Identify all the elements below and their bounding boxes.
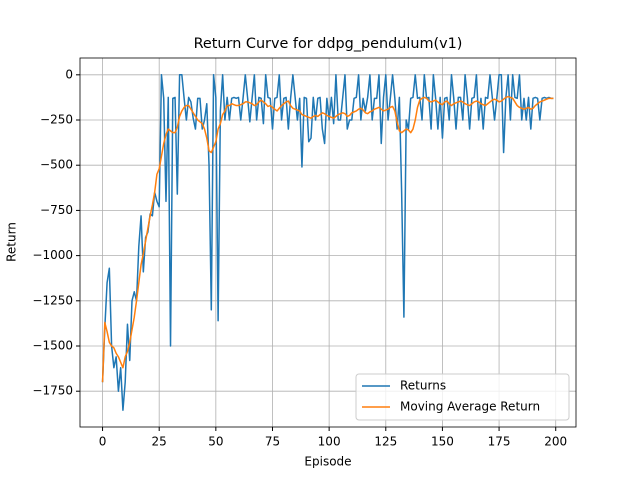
y-tick-label: −250 <box>40 113 73 127</box>
series-line <box>101 95 554 383</box>
x-tick-label: 125 <box>374 435 397 449</box>
x-tick-label: 50 <box>208 435 223 449</box>
x-tick-label: 150 <box>431 435 454 449</box>
y-tick-label: −750 <box>40 203 73 217</box>
y-tick-label: −500 <box>40 158 73 172</box>
y-tick-label: 0 <box>65 67 73 81</box>
legend-box <box>355 373 570 421</box>
x-tick-label: 100 <box>318 435 341 449</box>
y-tick-label: −1500 <box>32 339 73 353</box>
plot-frame <box>79 57 577 428</box>
series-line <box>101 74 554 411</box>
x-tick-label: 75 <box>265 435 280 449</box>
x-tick-label: 200 <box>544 435 567 449</box>
chart-title: Return Curve for ddpg_pendulum(v1) <box>194 36 463 52</box>
y-axis-label: Return <box>5 222 19 262</box>
x-tick-label: 0 <box>99 435 107 449</box>
legend-label: Moving Average Return <box>400 400 540 414</box>
y-tick-label: −1250 <box>32 293 73 307</box>
y-tick-label: −1000 <box>32 248 73 262</box>
legend-label: Returns <box>400 379 446 393</box>
x-tick-label: 175 <box>488 435 511 449</box>
y-tick-label: −1750 <box>32 384 73 398</box>
x-tick-label: 25 <box>152 435 167 449</box>
x-axis-label: Episode <box>304 455 351 469</box>
